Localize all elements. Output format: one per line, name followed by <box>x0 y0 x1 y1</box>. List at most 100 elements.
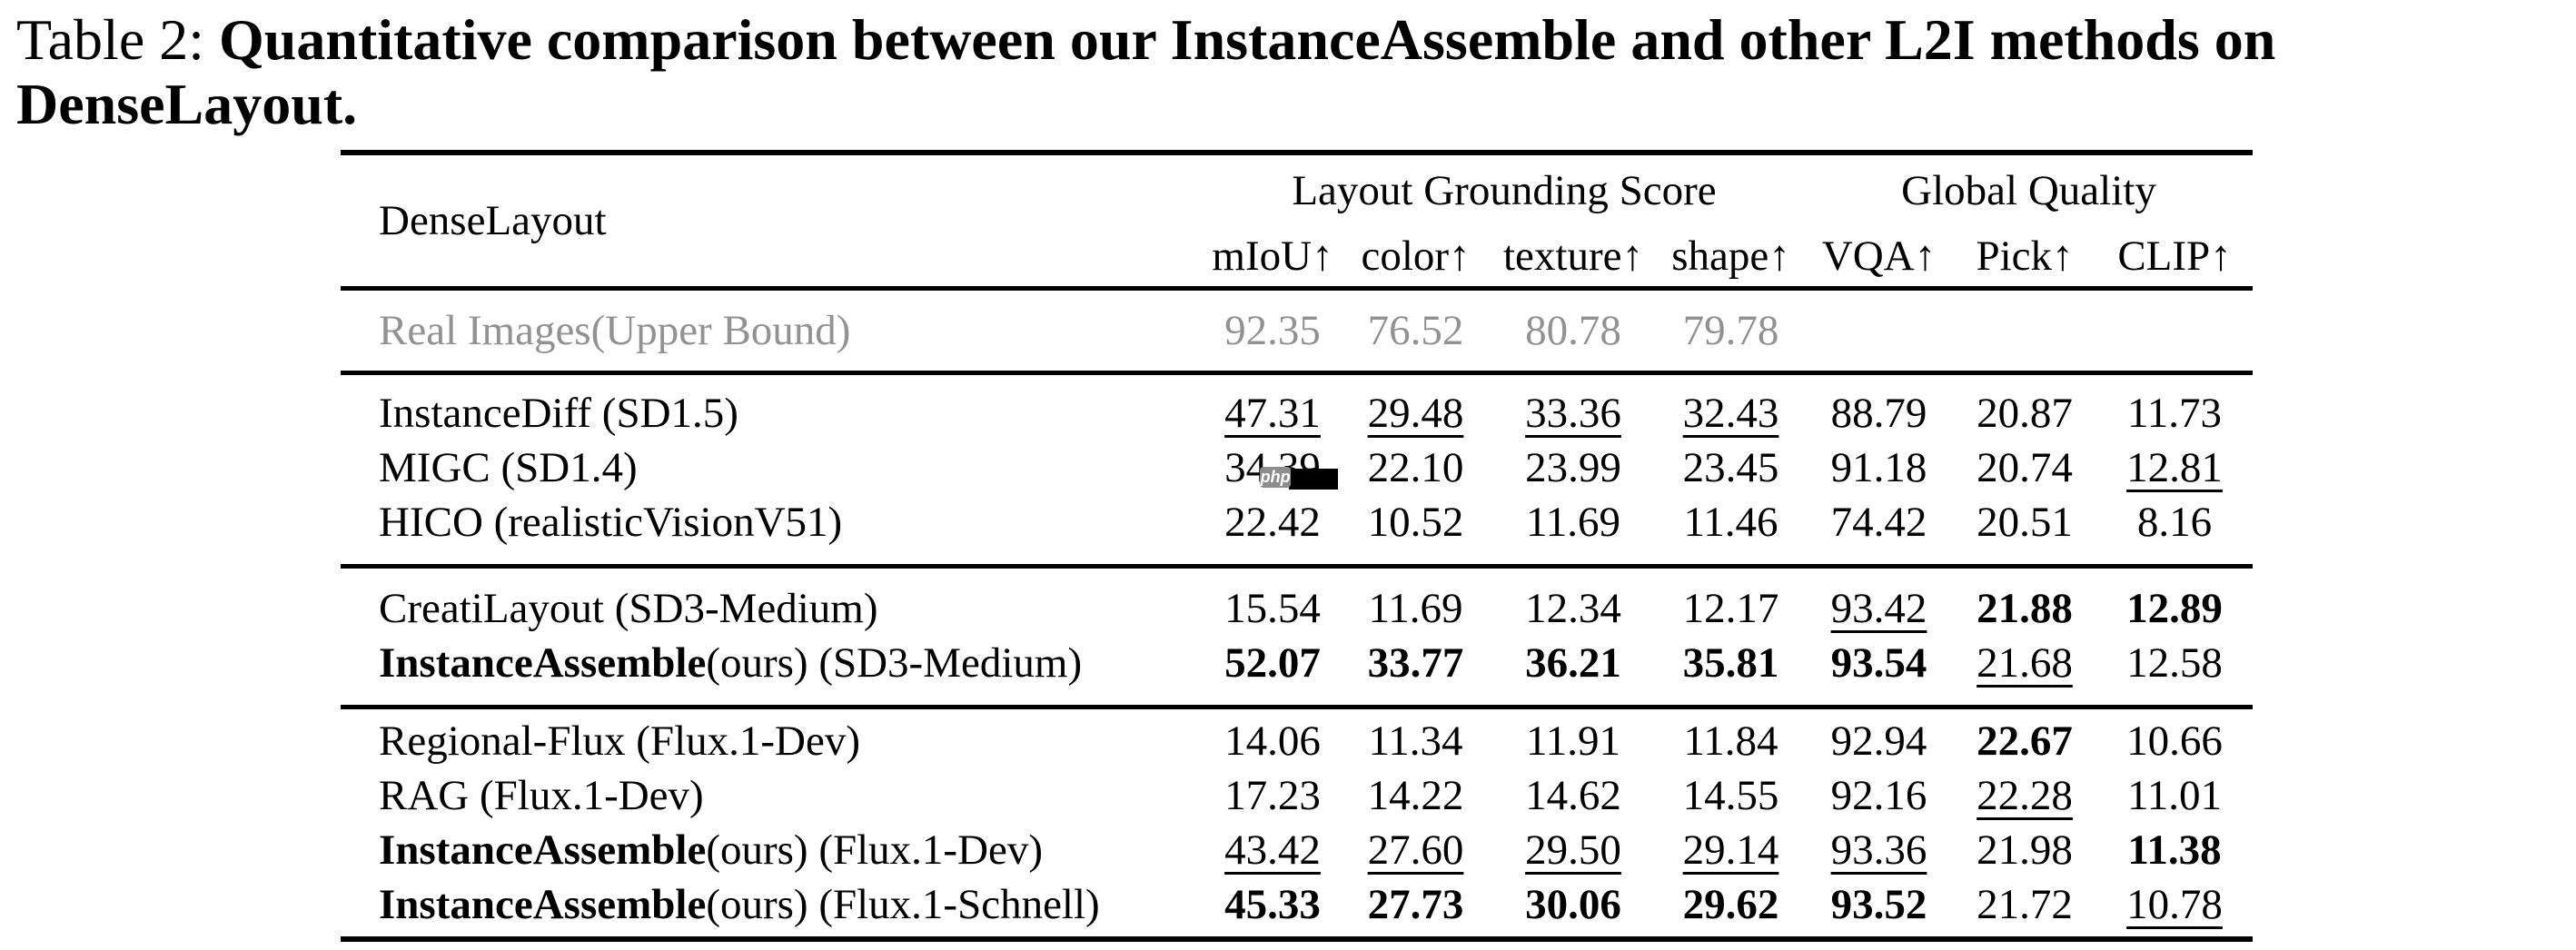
value-cell-texture: 14.62 <box>1490 768 1657 823</box>
value-cell-color: 27.60 <box>1342 823 1490 877</box>
metric-value: 29.14 <box>1682 826 1779 874</box>
method-cell: InstanceDiff (SD1.5) <box>341 386 1204 440</box>
metric-value: 21.72 <box>1977 881 2073 928</box>
metric-value: 43.42 <box>1224 826 1321 874</box>
metric-value: 22.42 <box>1224 499 1321 546</box>
metric-value: 14.55 <box>1682 772 1779 819</box>
value-cell-clip: 11.01 <box>2096 768 2253 823</box>
metric-value: 10.52 <box>1367 499 1464 546</box>
method-cell: InstanceAssemble(ours) (Flux.1-Schnell) <box>341 877 1204 932</box>
method-name-bold: InstanceAssemble <box>379 639 707 687</box>
value-cell-texture: 23.99 <box>1490 440 1657 495</box>
value-cell-texture: 33.36 <box>1490 386 1657 440</box>
table-row: InstanceDiff (SD1.5) 47.31 29.48 33.36 32.43… <box>341 386 2253 440</box>
metric-value: 11.91 <box>1525 717 1620 765</box>
table-row: CreatiLayout (SD3-Medium) 15.54 11.69 12.34… <box>341 581 2253 636</box>
table-row: InstanceAssemble(ours) (SD3-Medium) 52.07… <box>341 636 2253 690</box>
value-cell-texture: 29.50 <box>1490 823 1657 877</box>
metric-value: 20.74 <box>1977 444 2073 491</box>
metric-value: 74.42 <box>1830 499 1927 546</box>
col-header-shape: shape↑ <box>1671 233 1790 280</box>
table-header: DenseLayout Layout Grounding Score Globa… <box>341 155 2253 286</box>
value-cell-shape: 29.14 <box>1657 823 1805 877</box>
metric-value: 47.31 <box>1224 390 1321 437</box>
metric-value: 29.62 <box>1682 881 1779 928</box>
metric-value: 8.16 <box>2136 499 2213 546</box>
value-cell-shape: 11.46 <box>1657 495 1805 549</box>
value-cell-miou: 34.39php <box>1204 440 1342 495</box>
metric-value: 12.58 <box>2126 639 2223 687</box>
value-cell-vqa: 93.54 <box>1805 636 1953 690</box>
method-name: CreatiLayout (SD3-Medium) <box>379 585 878 632</box>
table-body: Real Images(Upper Bound) 92.35 76.52 80.78 7… <box>341 291 2253 936</box>
metric-value: 33.77 <box>1367 639 1464 687</box>
col-header-vqa: VQA↑ <box>1821 233 1937 280</box>
value-cell-clip: 12.58 <box>2096 636 2253 690</box>
black-redaction-box <box>1289 469 1339 490</box>
value-cell-miou: 47.31 <box>1204 386 1342 440</box>
group-header-layout-grounding-score: Layout Grounding Score <box>1292 167 1717 214</box>
method-cell: InstanceAssemble(ours) (Flux.1-Dev) <box>341 823 1204 877</box>
table-top-rule <box>341 150 2253 155</box>
value-cell-miou: 52.07 <box>1204 636 1342 690</box>
metric-value: 11.34 <box>1368 717 1463 765</box>
metric-value: 22.28 <box>1977 772 2073 819</box>
metric-value: 21.68 <box>1977 639 2073 687</box>
metric-value: 23.99 <box>1525 444 1621 491</box>
metric-value: 11.69 <box>1368 585 1463 632</box>
value-cell-clip: 10.66 <box>2096 714 2253 768</box>
value-cell-texture: 12.34 <box>1490 581 1657 636</box>
caption-bold-text: Quantitative comparison between our Inst… <box>219 7 2276 72</box>
metric-value: 20.51 <box>1977 499 2073 546</box>
method-name: InstanceDiff (SD1.5) <box>379 390 738 437</box>
table-row: RAG (Flux.1-Dev) 17.23 14.22 14.62 14.55 92.1… <box>341 768 2253 823</box>
metric-value: 29.48 <box>1367 390 1464 437</box>
value-cell-color: 29.48 <box>1342 386 1490 440</box>
metric-value: 29.50 <box>1525 826 1621 874</box>
value-cell-pick: 21.72 <box>1953 877 2096 932</box>
value-cell-texture: 11.91 <box>1490 714 1657 768</box>
dataset-name-cell: DenseLayout <box>379 197 607 244</box>
metric-value: 93.52 <box>1830 881 1927 928</box>
metric-value: 12.81 <box>2126 444 2223 491</box>
method-cell: HICO (realisticVisionV51) <box>341 495 1204 549</box>
method-name: HICO (realisticVisionV51) <box>379 499 843 546</box>
value-cell-pick: 22.67 <box>1953 714 2096 768</box>
table-rule <box>341 286 2253 291</box>
value-cell-miou: 17.23 <box>1204 768 1342 823</box>
metric-value: 21.98 <box>1977 826 2073 874</box>
value-cell-pick <box>1953 303 2096 358</box>
value-cell-clip: 8.16 <box>2096 495 2253 549</box>
caption-line-1: Table 2: Quantitative comparison between … <box>16 7 2576 72</box>
metric-value: 23.45 <box>1682 444 1779 491</box>
metric-value: 11.69 <box>1525 499 1620 546</box>
method-name: Regional-Flux (Flux.1-Dev) <box>379 717 860 765</box>
table-section-sd1: InstanceDiff (SD1.5) 47.31 29.48 33.36 32.43… <box>341 375 2253 564</box>
metric-value: 12.34 <box>1525 585 1621 632</box>
results-table: DenseLayout Layout Grounding Score Globa… <box>341 150 2253 942</box>
col-header-pick: Pick↑ <box>1976 233 2074 280</box>
value-cell-shape: 11.84 <box>1657 714 1805 768</box>
value-cell-pick: 21.68 <box>1953 636 2096 690</box>
value-cell-color: 11.34 <box>1342 714 1490 768</box>
table-row: HICO (realisticVisionV51) 22.42 10.52 11.69… <box>341 495 2253 549</box>
value-cell-texture: 30.06 <box>1490 877 1657 932</box>
caption-line-2: DenseLayout. <box>16 72 358 136</box>
value-cell-miou: 14.06 <box>1204 714 1342 768</box>
metric-value: 33.36 <box>1525 390 1621 437</box>
value-cell-pick: 22.28 <box>1953 768 2096 823</box>
metric-value: 92.35 <box>1224 307 1321 354</box>
metric-value: 76.52 <box>1367 307 1464 354</box>
method-name: Real Images(Upper Bound) <box>379 307 851 354</box>
metric-value: 11.73 <box>2126 390 2222 437</box>
value-cell-vqa: 93.42 <box>1805 581 1953 636</box>
value-cell-vqa: 92.16 <box>1805 768 1953 823</box>
value-cell-color: 14.22 <box>1342 768 1490 823</box>
value-cell-miou: 92.35 <box>1204 303 1342 358</box>
col-header-color: color↑ <box>1361 233 1471 280</box>
method-name-bold: InstanceAssemble <box>379 881 707 928</box>
value-cell-vqa: 91.18 <box>1805 440 1953 495</box>
value-cell-texture: 11.69 <box>1490 495 1657 549</box>
metric-value: 27.73 <box>1367 881 1464 928</box>
value-cell-miou: 22.42 <box>1204 495 1342 549</box>
